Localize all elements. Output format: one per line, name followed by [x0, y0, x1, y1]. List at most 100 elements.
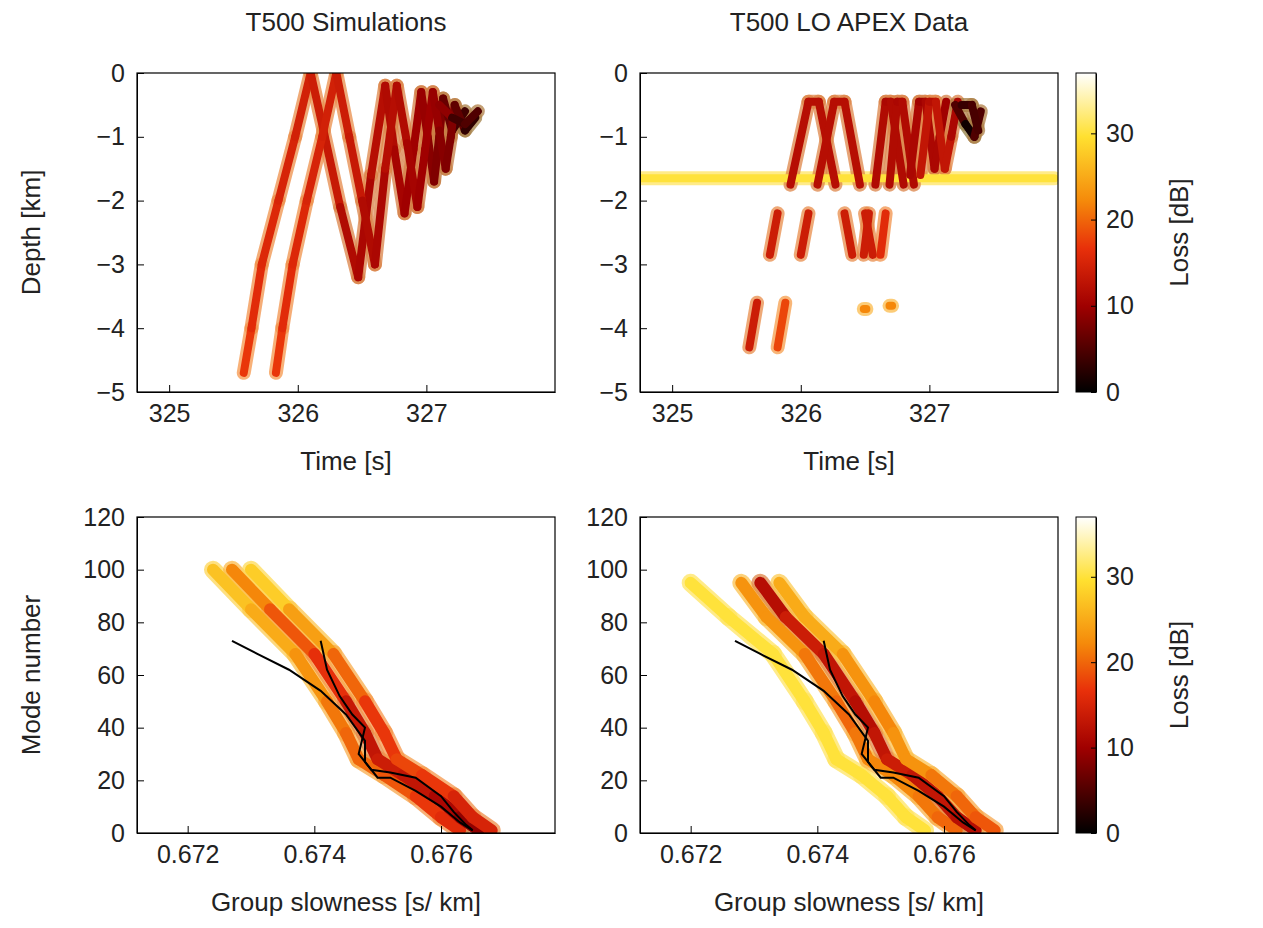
x-tick-label: 0.674	[787, 840, 850, 868]
ridge-segment	[844, 213, 852, 254]
y-tick-label: −2	[96, 186, 125, 214]
y-tick-label: 40	[97, 713, 125, 741]
y-tick-label: 60	[600, 661, 628, 689]
y-tick: −2	[96, 186, 144, 214]
ridge-halo	[890, 299, 893, 313]
ridge-halo	[375, 169, 385, 265]
y-tick-label: −2	[599, 186, 628, 214]
x-tick-mark	[817, 826, 818, 833]
ridge-segment	[890, 302, 893, 310]
y-tick-label: 80	[97, 608, 125, 636]
x-tick-label: 0.672	[157, 840, 220, 868]
colorbar-tick: 30	[1091, 119, 1134, 147]
colorbar-tick: 10	[1091, 733, 1134, 761]
ridge-segment	[295, 73, 310, 137]
ridge-halo	[691, 583, 729, 617]
colorbar-axis-line	[1096, 74, 1097, 393]
x-tick-label: 327	[406, 399, 448, 427]
ridge-segment	[262, 201, 279, 265]
y-tick-label: 0	[111, 59, 125, 87]
x-tick-label: 0.676	[410, 840, 473, 868]
plot-frame	[137, 517, 555, 833]
colorbar-tick-label: 30	[1106, 119, 1134, 147]
ridge-halo	[864, 302, 867, 316]
plot-frame	[640, 517, 1058, 833]
y-tick: 100	[83, 555, 144, 583]
x-tick-label: 326	[780, 399, 822, 427]
plot-area	[691, 583, 995, 831]
ridge-segment	[473, 817, 492, 830]
ridge-halo	[801, 213, 809, 254]
x-tick: 0.672	[157, 826, 220, 868]
y-tick: 0	[111, 819, 144, 847]
ridge-segment	[293, 201, 307, 265]
x-axis: 0.6720.6740.676	[641, 826, 1059, 868]
y-tick: 20	[97, 766, 144, 794]
x-tick-mark	[801, 385, 802, 392]
x-tick-mark	[691, 826, 692, 833]
colorbar-tick: 20	[1091, 205, 1134, 233]
y-tick-mark	[640, 517, 647, 518]
y-tick-mark	[137, 517, 144, 518]
x-axis-title: Group slowness [s/ km]	[714, 887, 984, 917]
ridge-segment	[349, 137, 362, 201]
colorbar-tick: 10	[1091, 291, 1134, 319]
ridge-segment	[749, 303, 757, 348]
ridge-segment	[276, 328, 282, 373]
panel-title: T500 LO APEX Data	[730, 7, 969, 37]
x-tick-label: 0.672	[660, 840, 723, 868]
ridge-segment	[433, 92, 439, 130]
y-tick: 60	[600, 661, 647, 689]
ridge-segment	[244, 328, 252, 373]
ridge-halo	[844, 102, 859, 185]
series-line	[735, 641, 976, 831]
y-axis: 020406080100120	[586, 503, 647, 847]
x-tick-label: 327	[909, 399, 951, 427]
y-tick-mark	[137, 137, 144, 138]
ridge-segment	[417, 150, 425, 207]
colorbar-tick-label: 30	[1106, 562, 1134, 590]
y-tick-label: 40	[600, 713, 628, 741]
y-tick-label: 0	[111, 819, 125, 847]
panel-title: T500 Simulations	[246, 7, 447, 37]
y-tick: 100	[586, 555, 647, 583]
y-axis: −5−4−3−2−10	[96, 59, 144, 406]
ridge-segment	[251, 570, 289, 610]
colorbar-tick-label: 0	[1106, 378, 1120, 406]
colorbar-axis: 0102030	[1091, 518, 1134, 847]
y-tick: 0	[111, 59, 144, 87]
y-tick: −1	[96, 122, 144, 150]
x-axis-title: Group slowness [s/ km]	[211, 887, 481, 917]
x-tick: 326	[780, 385, 822, 427]
plot-frame	[640, 73, 1058, 392]
series-line	[232, 641, 473, 831]
colorbar-tick-mark	[1091, 662, 1096, 663]
y-tick-label: 60	[97, 661, 125, 689]
y-tick: 60	[97, 661, 144, 689]
ridge-segment	[251, 264, 261, 328]
ridge-halo	[972, 105, 978, 131]
colorbar-title: Loss [dB]	[1164, 178, 1194, 286]
colorbar-tick-mark	[1091, 306, 1096, 307]
y-tick: −4	[599, 314, 647, 342]
y-tick-label: −4	[599, 314, 628, 342]
series-line	[321, 641, 473, 831]
panel: 325326327−5−4−3−2−10T500 LO APEX DataTim…	[599, 7, 1194, 476]
y-tick-mark	[640, 570, 647, 571]
x-tick: 327	[406, 385, 448, 427]
y-tick-mark	[640, 328, 647, 329]
ridge-segment	[779, 583, 804, 617]
y-tick: −3	[599, 250, 647, 278]
series-line	[824, 641, 976, 831]
ridge-segment	[881, 213, 886, 254]
colorbar-tick-label: 20	[1106, 648, 1134, 676]
y-tick-mark	[640, 264, 647, 265]
y-tick-label: −3	[599, 250, 628, 278]
y-tick: 20	[600, 766, 647, 794]
x-tick-mark	[672, 385, 673, 392]
y-tick: −4	[96, 314, 144, 342]
ridge-halo	[244, 328, 252, 373]
y-tick: 80	[97, 608, 144, 636]
ridge-segment	[446, 137, 451, 169]
colorbar-tick-mark	[1091, 392, 1096, 393]
